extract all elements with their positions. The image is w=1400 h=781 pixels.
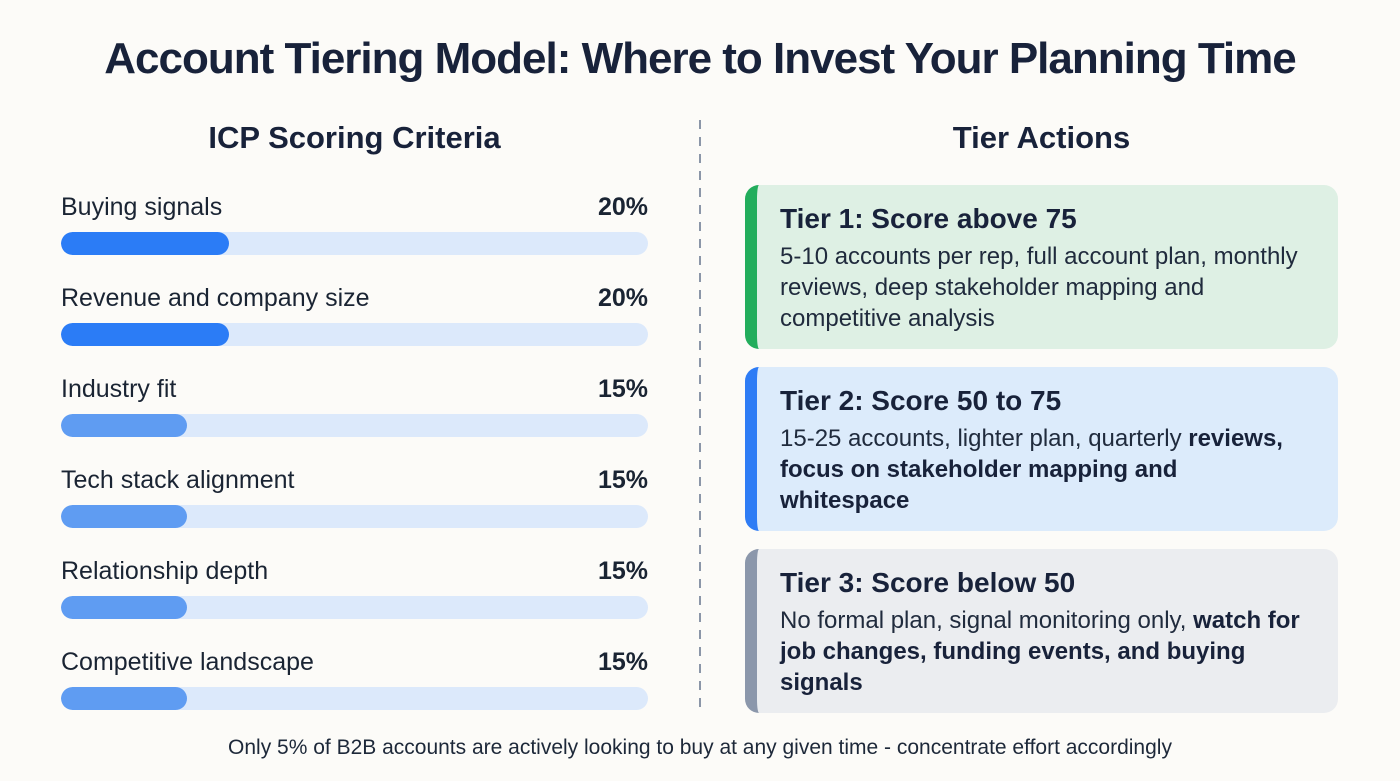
bar-track xyxy=(61,323,648,346)
criteria-bar-chart: Buying signals 20% Revenue and company s… xyxy=(61,190,648,710)
criterion-row-buying-signals: Buying signals 20% xyxy=(61,190,648,255)
bar-track xyxy=(61,414,648,437)
tier-3-body: No formal plan, signal monitoring only, … xyxy=(780,607,1300,696)
criterion-label: Industry fit xyxy=(61,375,177,403)
bar-fill xyxy=(61,596,187,619)
criterion-label: Buying signals xyxy=(61,193,223,221)
criterion-label: Tech stack alignment xyxy=(61,466,295,494)
icp-scoring-section: ICP Scoring Criteria Buying signals 20% … xyxy=(61,118,648,710)
criterion-row-industry-fit: Industry fit 15% xyxy=(61,372,648,437)
tier-2-body: 15-25 accounts, lighter plan, quarterly … xyxy=(780,425,1283,514)
bar-track xyxy=(61,505,648,528)
footer-note: Only 5% of B2B accounts are actively loo… xyxy=(228,736,1172,759)
bar-track xyxy=(61,596,648,619)
icp-scoring-heading: ICP Scoring Criteria xyxy=(208,120,501,155)
tier-1-body: 5-10 accounts per rep, full account plan… xyxy=(780,243,1298,332)
tier-actions-heading: Tier Actions xyxy=(952,120,1131,155)
tier-1-card: Tier 1: Score above 75 5-10 accounts per… xyxy=(745,185,1338,349)
tier-3-card: Tier 3: Score below 50 No formal plan, s… xyxy=(745,549,1338,713)
bar-fill xyxy=(61,414,187,437)
criterion-row-revenue-company-size: Revenue and company size 20% xyxy=(61,281,648,346)
tier-3-heading: Tier 3: Score below 50 xyxy=(780,567,1076,598)
criterion-value: 20% xyxy=(597,284,648,312)
criterion-value: 15% xyxy=(597,375,648,403)
criterion-value: 15% xyxy=(597,557,648,585)
bar-fill xyxy=(61,232,229,255)
tier-2-card: Tier 2: Score 50 to 75 15-25 accounts, l… xyxy=(745,367,1338,531)
criterion-value: 15% xyxy=(597,648,648,676)
page-title: Account Tiering Model: Where to Invest Y… xyxy=(104,34,1296,83)
bar-fill xyxy=(61,687,187,710)
tier-card-list: Tier 1: Score above 75 5-10 accounts per… xyxy=(745,185,1338,713)
criterion-label: Relationship depth xyxy=(61,557,269,585)
criterion-row-tech-stack-alignment: Tech stack alignment 15% xyxy=(61,463,648,528)
tier-2-heading: Tier 2: Score 50 to 75 xyxy=(780,385,1062,416)
bar-track xyxy=(61,687,648,710)
dashed-vertical-divider xyxy=(699,120,701,712)
bar-fill xyxy=(61,505,187,528)
tier-1-heading: Tier 1: Score above 75 xyxy=(780,203,1077,234)
criterion-label: Revenue and company size xyxy=(61,284,370,312)
criterion-value: 20% xyxy=(597,193,648,221)
criterion-value: 15% xyxy=(597,466,648,494)
criterion-row-relationship-depth: Relationship depth 15% xyxy=(61,554,648,619)
criterion-row-competitive-landscape: Competitive landscape 15% xyxy=(61,645,648,710)
bar-fill xyxy=(61,323,229,346)
tier-actions-section: Tier Actions Tier 1: Score above 75 5-10… xyxy=(745,118,1338,713)
bar-track xyxy=(61,232,648,255)
criterion-label: Competitive landscape xyxy=(61,648,314,676)
